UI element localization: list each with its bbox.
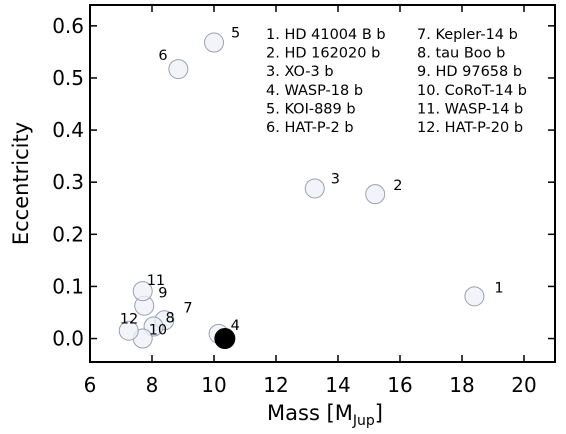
- x-axis-label-sub: Jup: [352, 413, 375, 429]
- y-axis-label: Eccentricity: [9, 122, 33, 245]
- legend: 1. HD 41004 B b 2. HD 162020 b 3. XO-3 b 4.…: [266, 27, 527, 136]
- point-label-10: 10: [149, 323, 167, 339]
- point-marker-1: [464, 286, 485, 307]
- point-label-12: 12: [120, 312, 138, 328]
- legend-entry: 1. HD 41004 B b: [266, 27, 386, 43]
- legend-entry: 4. WASP-18 b: [266, 83, 363, 99]
- x-tick-label: 10: [201, 373, 226, 397]
- legend-entry: 3. XO-3 b: [266, 64, 334, 80]
- markers-layer: [118, 32, 485, 350]
- x-axis-label-main: Mass [M: [267, 401, 353, 425]
- point-marker-12: [118, 320, 139, 341]
- y-tick-label: 0.2: [52, 222, 84, 246]
- ticks-layer: 6 8 10 12 14 16 18 200.00.10.20.30.40.50.6: [52, 5, 555, 397]
- point-label-3: 3: [331, 171, 340, 187]
- x-tick-label: 20: [511, 373, 536, 397]
- point-marker-2: [365, 184, 386, 205]
- legend-entry: 10. CoRoT-14 b: [417, 83, 527, 99]
- point-label-1: 1: [494, 280, 503, 296]
- y-tick-label: 0.1: [52, 274, 84, 298]
- y-tick-label: 0.4: [52, 118, 84, 142]
- point-label-6: 6: [158, 48, 167, 64]
- legend-entry: 5. KOI-889 b: [266, 101, 356, 117]
- x-axis-label: Mass [MJup]: [267, 401, 383, 429]
- legend-entry: 2. HD 162020 b: [266, 46, 380, 62]
- point-label-9: 9: [158, 286, 167, 302]
- legend-entry: 7. Kepler-14 b: [417, 27, 518, 43]
- legend-entry: 12. HAT-P-20 b: [417, 120, 523, 136]
- y-tick-label: 0.5: [52, 66, 84, 90]
- x-tick-label: 8: [146, 373, 159, 397]
- x-tick-label: 16: [387, 373, 412, 397]
- point-marker-filled: [214, 328, 236, 350]
- point-label-11: 11: [147, 273, 165, 289]
- point-label-7: 7: [183, 300, 192, 316]
- y-tick-label: 0.6: [52, 14, 84, 38]
- point-label-8: 8: [166, 311, 175, 327]
- point-label-4: 4: [231, 318, 240, 334]
- legend-entry: 9. HD 97658 b: [417, 64, 522, 80]
- point-marker-6: [168, 59, 189, 80]
- point-marker-11: [132, 281, 153, 302]
- x-tick-label: 18: [449, 373, 474, 397]
- point-label-2: 2: [393, 178, 402, 194]
- plot-frame: [89, 4, 556, 363]
- legend-entry: 6. HAT-P-2 b: [266, 120, 354, 136]
- legend-entry: 8. tau Boo b: [417, 46, 505, 62]
- y-tick-label: 0.0: [52, 327, 84, 351]
- y-tick-label: 0.3: [52, 170, 84, 194]
- point-marker-3: [304, 178, 325, 199]
- point-marker-5: [204, 32, 224, 53]
- x-tick-label: 14: [325, 373, 350, 397]
- x-tick-label: 12: [263, 373, 288, 397]
- point-label-5: 5: [231, 26, 240, 42]
- x-tick-label: 6: [84, 373, 97, 397]
- x-axis-label-close: ]: [375, 401, 383, 425]
- legend-entry: 11. WASP-14 b: [417, 101, 523, 117]
